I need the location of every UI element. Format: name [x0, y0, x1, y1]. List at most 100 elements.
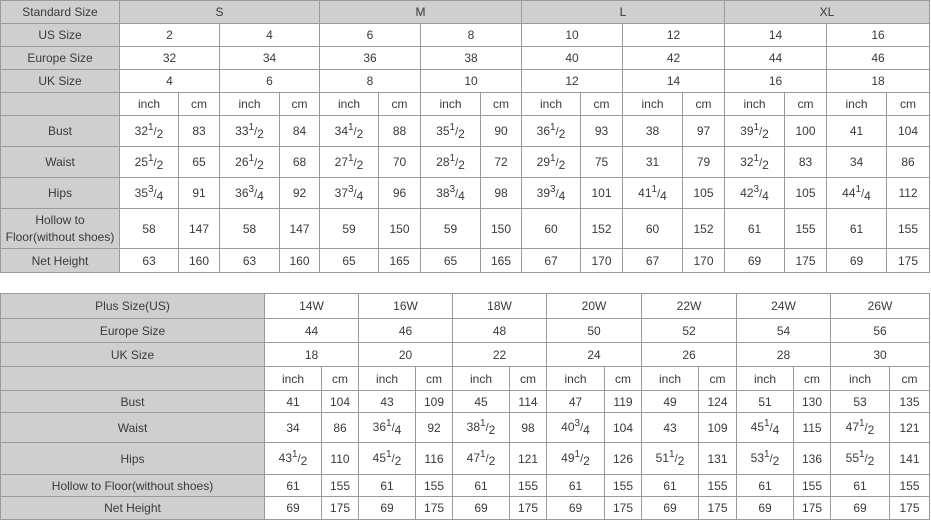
unit-cm: cm [278, 92, 321, 116]
size-value: 26W [830, 293, 930, 319]
cm-value: 93 [580, 115, 624, 147]
size-value: 14W [264, 293, 359, 319]
size-value: 54 [736, 318, 831, 343]
inch-value: 61 [826, 208, 888, 249]
unit-inch: inch [119, 92, 179, 116]
inch-value: 58 [219, 208, 280, 249]
size-row: UK Size 18 20 22 24 26 28 30 [0, 342, 930, 367]
inch-value: 451/4 [736, 412, 794, 443]
cm-value: 114 [509, 390, 547, 413]
size-value: 18W [452, 293, 547, 319]
unit-inch: inch [264, 366, 322, 391]
inch-value: 67 [622, 248, 684, 273]
unit-inch: inch [219, 92, 280, 116]
row-label: UK Size [0, 69, 120, 93]
cm-value: 124 [698, 390, 737, 413]
size-value: 42 [622, 46, 726, 70]
inch-value: 38 [622, 115, 684, 147]
inch-value: 65 [420, 248, 482, 273]
cm-value: 147 [178, 208, 220, 249]
cm-value: 97 [682, 115, 726, 147]
size-value: 18 [264, 342, 359, 367]
cm-value: 175 [509, 496, 547, 520]
inch-value: 61 [641, 474, 699, 497]
cm-value: 155 [604, 474, 642, 497]
inch-value: 471/2 [830, 412, 890, 443]
cm-value: 92 [278, 177, 321, 209]
unit-row: inch cm inch cm inch cm inch cm inch cm inch cm inch… [0, 92, 931, 116]
inch-value: 61 [264, 474, 322, 497]
cm-value: 119 [604, 390, 642, 413]
cm-value: 91 [178, 177, 220, 209]
size-value: 36 [319, 46, 422, 70]
unit-inch: inch [452, 366, 510, 391]
unit-inch: inch [521, 92, 582, 116]
inch-value: 393/4 [521, 177, 582, 209]
cm-value: 70 [378, 146, 422, 178]
cm-value: 112 [886, 177, 931, 209]
cm-value: 175 [604, 496, 642, 520]
cm-value: 175 [698, 496, 737, 520]
cm-value: 130 [793, 390, 831, 413]
measurement-row: Hips 431/2 110 451/2 116 471/2 121 491/2 126 511/… [0, 442, 930, 475]
size-value: 32 [119, 46, 220, 70]
cm-value: 131 [698, 442, 737, 475]
cm-value: 160 [278, 248, 321, 273]
cm-value: 116 [415, 442, 453, 475]
size-group-xl: XL [724, 0, 931, 24]
cm-value: 155 [321, 474, 359, 497]
row-label: Net Height [0, 248, 120, 273]
inch-value: 69 [830, 496, 890, 520]
cm-value: 98 [509, 412, 547, 443]
cm-value: 126 [604, 442, 642, 475]
cm-value: 141 [889, 442, 930, 475]
measurement-row: Waist 34 86 361/4 92 381/2 98 403/4 104 43 109 451/… [0, 412, 930, 443]
size-row: Europe Size 44 46 48 50 52 54 56 [0, 318, 930, 343]
inch-value: 51 [736, 390, 794, 413]
cm-value: 90 [480, 115, 523, 147]
unit-inch: inch [641, 366, 699, 391]
inch-value: 69 [826, 248, 888, 273]
inch-value: 41 [264, 390, 322, 413]
cm-value: 160 [178, 248, 220, 273]
size-value: 8 [319, 69, 422, 93]
inch-value: 391/2 [724, 115, 786, 147]
inch-value: 69 [724, 248, 786, 273]
inch-value: 69 [641, 496, 699, 520]
inch-value: 59 [420, 208, 482, 249]
size-value: 18 [826, 69, 931, 93]
inch-value: 69 [452, 496, 510, 520]
inch-value: 65 [319, 248, 380, 273]
cm-value: 83 [178, 115, 220, 147]
cm-value: 152 [682, 208, 726, 249]
cm-value: 136 [793, 442, 831, 475]
inch-value: 43 [358, 390, 416, 413]
standard-size-table: Standard Size S M L XL US Size 2 4 6 8 10 12 14 16 Eur… [0, 0, 931, 273]
unit-cm: cm [178, 92, 220, 116]
row-label: Hollow to Floor(without shoes) [0, 474, 265, 497]
plus-size-table: Plus Size(US) 14W 16W 18W 20W 22W 24W 26W Europe… [0, 293, 930, 520]
inch-value: 373/4 [319, 177, 380, 209]
size-row: Europe Size 32 34 36 38 40 42 44 46 [0, 46, 931, 70]
inch-value: 59 [319, 208, 380, 249]
unit-inch: inch [358, 366, 416, 391]
size-value: 20 [358, 342, 453, 367]
size-value: 24W [736, 293, 831, 319]
cm-value: 121 [889, 412, 930, 443]
unit-cm: cm [415, 366, 453, 391]
measurement-row: Bust 321/2 83 331/2 84 341/2 88 351/2 90 361/2 93 3… [0, 115, 931, 147]
unit-cm: cm [378, 92, 422, 116]
cm-value: 110 [321, 442, 359, 475]
unit-inch: inch [622, 92, 684, 116]
size-value: 14 [724, 23, 828, 47]
inch-value: 261/2 [219, 146, 280, 178]
unit-cm: cm [480, 92, 523, 116]
cm-value: 175 [415, 496, 453, 520]
size-value: 46 [826, 46, 931, 70]
inch-value: 61 [724, 208, 786, 249]
cm-value: 105 [682, 177, 726, 209]
inch-value: 34 [264, 412, 322, 443]
cm-value: 86 [886, 146, 931, 178]
inch-value: 291/2 [521, 146, 582, 178]
unit-inch: inch [724, 92, 786, 116]
